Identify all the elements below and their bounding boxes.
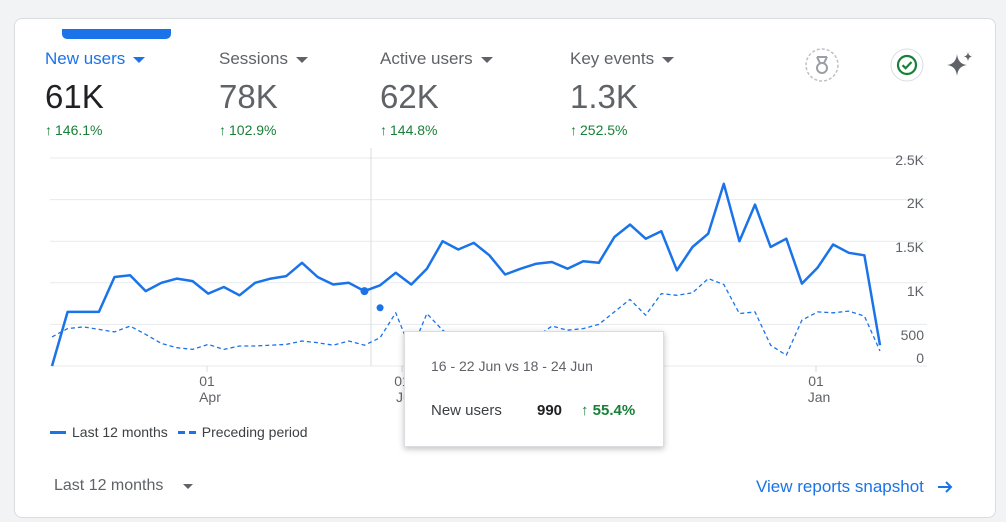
metric-label-text: Sessions bbox=[219, 49, 288, 68]
y-tick-label: 0 bbox=[916, 350, 924, 366]
tooltip-delta: ↑ 55.4% bbox=[581, 402, 636, 419]
ai-insights-button[interactable] bbox=[943, 48, 977, 82]
tooltip-range: 16 - 22 Jun vs 18 - 24 Jun bbox=[431, 358, 593, 374]
metric-delta: ↑ 102.9% bbox=[219, 122, 308, 138]
metric-label-text: Active users bbox=[380, 49, 473, 68]
metric-active-users[interactable]: Active users 62K ↑ 144.8% bbox=[380, 47, 493, 138]
insights-badge-button[interactable] bbox=[805, 48, 839, 82]
legend-previous: Preceding period bbox=[201, 424, 308, 440]
view-reports-link[interactable]: View reports snapshot bbox=[756, 477, 954, 497]
metric-value: 1.3K bbox=[570, 78, 638, 115]
metric-label-text: Key events bbox=[570, 49, 655, 68]
metric-label[interactable]: New users bbox=[45, 47, 146, 71]
x-tick-day: 01 bbox=[199, 373, 215, 389]
date-range-selector[interactable]: Last 12 months bbox=[54, 477, 194, 495]
hover-point-previous bbox=[376, 304, 384, 312]
metric-label[interactable]: Active users bbox=[380, 47, 493, 71]
y-tick-label: 500 bbox=[901, 327, 925, 343]
medal-icon bbox=[805, 48, 839, 82]
arrow-up-icon: ↑ bbox=[219, 122, 226, 138]
active-tab-indicator bbox=[62, 29, 171, 39]
metric-label[interactable]: Sessions bbox=[219, 47, 308, 71]
arrow-up-icon: ↑ bbox=[380, 122, 387, 138]
metric-delta: ↑ 252.5% bbox=[570, 122, 674, 138]
metric-sessions[interactable]: Sessions 78K ↑ 102.9% bbox=[219, 47, 308, 138]
date-range-label: Last 12 months bbox=[54, 477, 164, 494]
metric-delta: ↑ 144.8% bbox=[380, 122, 493, 138]
chart-tooltip: 16 - 22 Jun vs 18 - 24 Jun New users 990… bbox=[404, 331, 664, 447]
y-tick-label: 1.5K bbox=[895, 239, 924, 255]
metric-delta: ↑ 146.1% bbox=[45, 122, 145, 138]
dropdown-caret-icon bbox=[662, 57, 675, 63]
metric-delta-text: 144.8% bbox=[390, 122, 438, 138]
arrow-right-icon bbox=[937, 481, 953, 493]
tooltip-metric: New users bbox=[431, 402, 502, 419]
dropdown-caret-icon bbox=[183, 483, 194, 489]
dropdown-caret-icon bbox=[295, 57, 308, 63]
tooltip-delta-text: 55.4% bbox=[592, 402, 636, 419]
x-tick-month: Apr bbox=[199, 389, 221, 405]
solid-line-swatch bbox=[50, 430, 66, 434]
metric-delta-text: 252.5% bbox=[580, 122, 628, 138]
chart-legend: Last 12 months Preceding period bbox=[50, 424, 308, 440]
view-reports-label: View reports snapshot bbox=[756, 477, 924, 496]
hover-point-current bbox=[360, 287, 369, 296]
dropdown-caret-icon bbox=[133, 57, 146, 63]
check-circle-icon bbox=[890, 48, 924, 82]
series-line-previous bbox=[51, 277, 881, 356]
y-tick-label: 2K bbox=[907, 195, 925, 211]
legend-current: Last 12 months bbox=[72, 424, 168, 440]
metric-value: 78K bbox=[219, 78, 278, 115]
metric-delta-text: 102.9% bbox=[229, 122, 277, 138]
sparkle-icon bbox=[947, 52, 972, 76]
dashed-line-swatch bbox=[177, 430, 196, 434]
status-check-button[interactable] bbox=[890, 48, 924, 82]
metric-delta-text: 146.1% bbox=[55, 122, 103, 138]
arrow-up-icon: ↑ bbox=[45, 122, 52, 138]
dropdown-caret-icon bbox=[480, 57, 493, 63]
metric-value: 62K bbox=[380, 78, 439, 115]
metric-value: 61K bbox=[45, 78, 104, 115]
arrow-up-icon: ↑ bbox=[570, 122, 577, 138]
metric-label[interactable]: Key events bbox=[570, 47, 675, 71]
x-tick-month: Jan bbox=[808, 389, 831, 405]
metric-new-users[interactable]: New users 61K ↑ 146.1% bbox=[45, 47, 146, 138]
metric-label-text: New users bbox=[45, 49, 126, 68]
series-line-current bbox=[50, 182, 882, 367]
y-tick-label: 2.5K bbox=[895, 152, 924, 168]
y-tick-label: 1K bbox=[907, 283, 925, 299]
x-tick-day: 01 bbox=[808, 373, 824, 389]
metric-key-events[interactable]: Key events 1.3K ↑ 252.5% bbox=[570, 47, 675, 138]
tooltip-value: 990 bbox=[537, 402, 563, 419]
